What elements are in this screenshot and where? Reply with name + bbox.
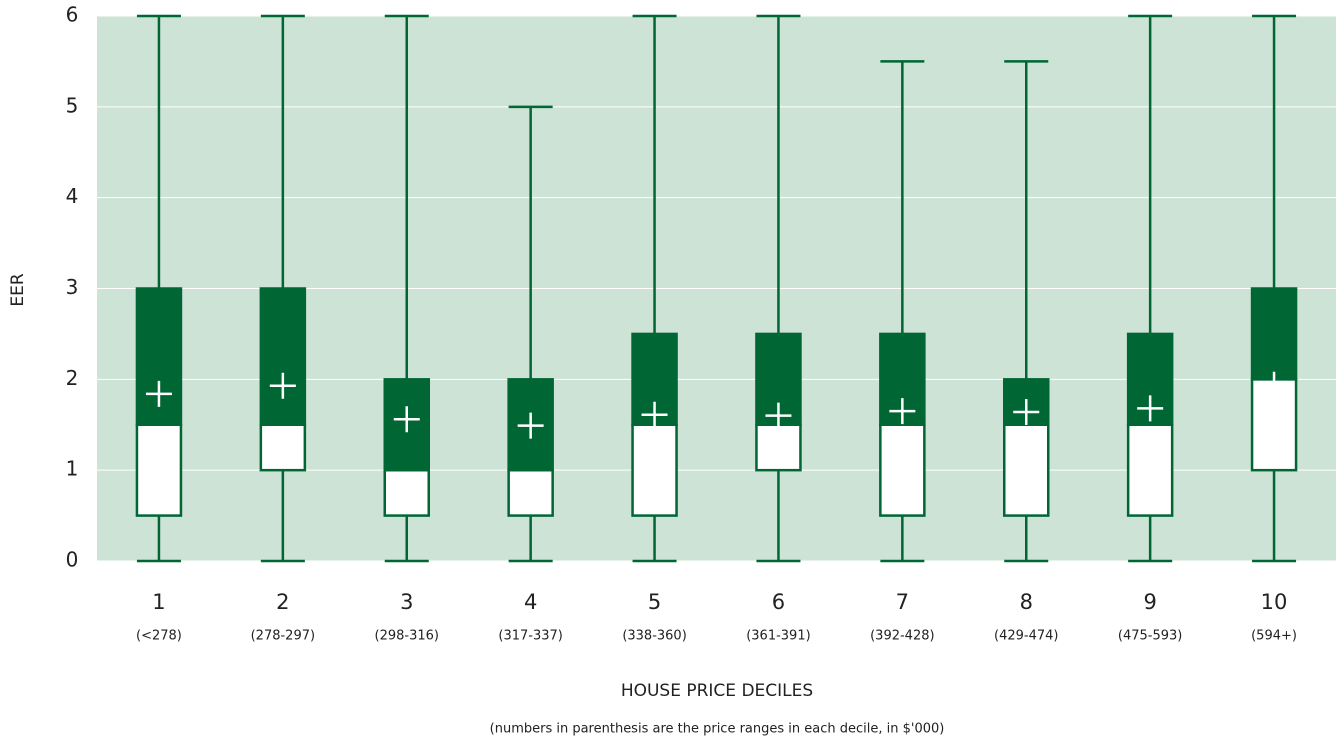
x-tick-sublabel: (278-297)	[251, 629, 315, 644]
mean-marker	[1261, 371, 1288, 398]
lower-box	[1003, 423, 1050, 517]
x-tick-sublabel: (317-337)	[498, 629, 562, 644]
y-tick-label: 5	[66, 93, 79, 117]
y-axis-title: EER	[8, 273, 28, 306]
y-tick-label: 2	[66, 366, 79, 390]
y-tick-label: 3	[66, 275, 79, 299]
x-tick-sublabel: (594+)	[1251, 629, 1297, 644]
x-tick-sublabel: (298-316)	[375, 629, 439, 644]
x-tick-label: 8	[1020, 590, 1033, 614]
x-tick-sublabel: (392-428)	[870, 629, 934, 644]
x-tick-label: 5	[648, 590, 661, 614]
lower-box	[631, 423, 678, 517]
x-tick-label: 9	[1143, 590, 1156, 614]
x-tick-label: 6	[772, 590, 785, 614]
mean-marker	[641, 401, 668, 428]
lower-box	[507, 468, 554, 517]
lower-box	[879, 423, 926, 517]
upper-box	[383, 378, 430, 472]
lower-box	[259, 423, 307, 472]
upper-box	[259, 287, 307, 426]
mean-marker	[269, 372, 296, 399]
note: (numbers in parenthesis are the price ra…	[490, 722, 945, 737]
y-tick-label: 1	[66, 457, 79, 481]
y-tick-label: 4	[66, 184, 79, 208]
lower-box	[135, 423, 183, 517]
x-tick-label: 10	[1261, 590, 1288, 614]
x-tick-sublabel: (338-360)	[622, 629, 686, 644]
mean-marker	[765, 402, 792, 429]
x-tick-sublabel: (475-593)	[1118, 629, 1182, 644]
mean-marker	[889, 398, 916, 425]
x-tick-label: 4	[524, 590, 537, 614]
x-tick-sublabel: (429-474)	[994, 629, 1058, 644]
x-tick-label: 7	[896, 590, 909, 614]
y-tick-label: 6	[66, 3, 79, 27]
lower-box	[755, 423, 802, 472]
x-tick-sublabel: (<278)	[136, 629, 182, 644]
y-tick-label: 0	[66, 548, 79, 572]
lower-box	[383, 468, 430, 517]
mean-marker	[1013, 399, 1040, 426]
x-tick-label: 3	[400, 590, 413, 614]
upper-box	[1250, 287, 1298, 381]
lower-box	[1126, 423, 1174, 517]
x-tick-label: 2	[276, 590, 289, 614]
mean-marker	[517, 412, 544, 439]
mean-marker	[1137, 395, 1164, 422]
x-tick-sublabel: (361-391)	[746, 629, 810, 644]
mean-marker	[145, 380, 172, 407]
x-tick-label: 1	[152, 590, 165, 614]
x-axis-title: HOUSE PRICE DECILES	[621, 681, 813, 701]
mean-marker	[393, 406, 420, 433]
